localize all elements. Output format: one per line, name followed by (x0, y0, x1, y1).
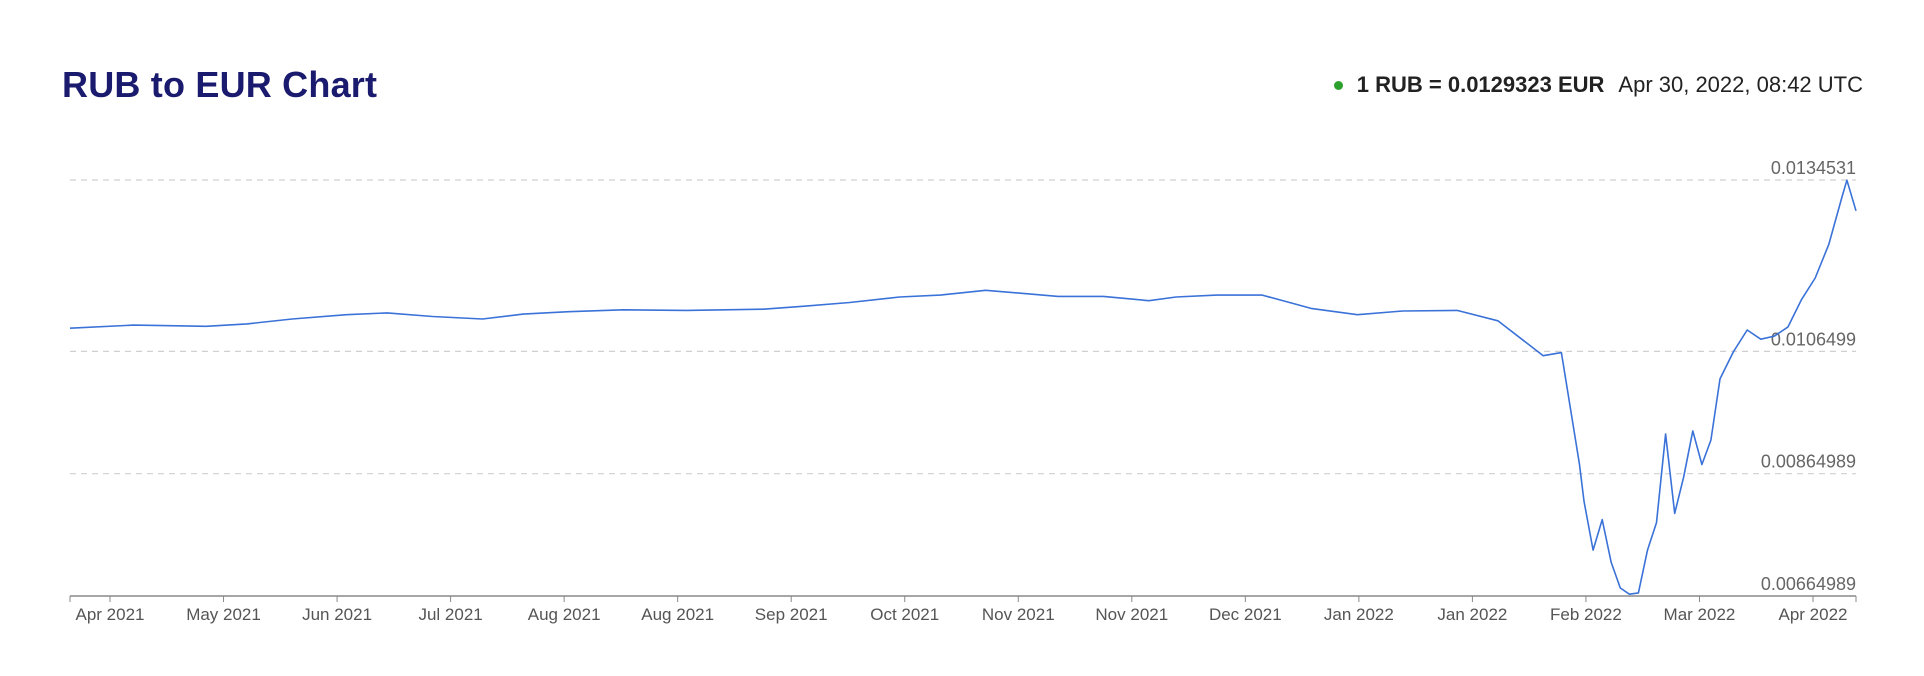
live-status-dot-icon (1333, 80, 1343, 90)
x-tick-label: May 2021 (186, 605, 261, 624)
series-group (69, 179, 1857, 596)
x-axis: Apr 2021 May 2021 Jun 2021 Jul 2021 Aug 2021… (69, 595, 1857, 624)
y-tick-label: 0.00664989 (1761, 574, 1856, 594)
y-tick-label: 0.00864989 (1761, 452, 1856, 472)
x-tick-label: Jan 2022 (1324, 605, 1394, 624)
x-tick-label: Jun 2021 (302, 605, 372, 624)
page-title: RUB to EUR Chart (62, 64, 378, 105)
x-tick-label: Sep 2021 (755, 605, 828, 624)
x-tick-label: Jul 2021 (418, 605, 482, 624)
x-tick-label: Apr 2021 (76, 605, 145, 624)
rate-timestamp: Apr 30, 2022, 08:42 UTC (1618, 72, 1863, 97)
x-tick-label: Jan 2022 (1437, 605, 1507, 624)
y-tick-label: 0.0106499 (1771, 329, 1856, 349)
x-tick-label: Aug 2021 (641, 605, 714, 624)
x-tick-label: Oct 2021 (870, 605, 939, 624)
x-tick-label: Apr 2022 (1779, 605, 1848, 624)
x-tick-label: Mar 2022 (1664, 605, 1736, 624)
x-tick-label: Aug 2021 (528, 605, 601, 624)
series-line[interactable] (69, 179, 1857, 596)
x-tick-label: Dec 2021 (1209, 605, 1282, 624)
x-tick-label: Feb 2022 (1550, 605, 1622, 624)
x-tick-label: Nov 2021 (1095, 605, 1168, 624)
x-tick-label: Nov 2021 (982, 605, 1055, 624)
y-axis-labels: 0.0134531 0.0106499 0.00864989 0.00664989 (1761, 158, 1856, 594)
y-tick-label: 0.0134531 (1771, 158, 1856, 178)
rate-value: 1 RUB = 0.0129323 EUR (1356, 72, 1605, 97)
grid-lines (70, 179, 1856, 475)
current-rate: 1 RUB = 0.0129323 EUR Apr 30, 2022, 08:4… (1333, 72, 1863, 98)
